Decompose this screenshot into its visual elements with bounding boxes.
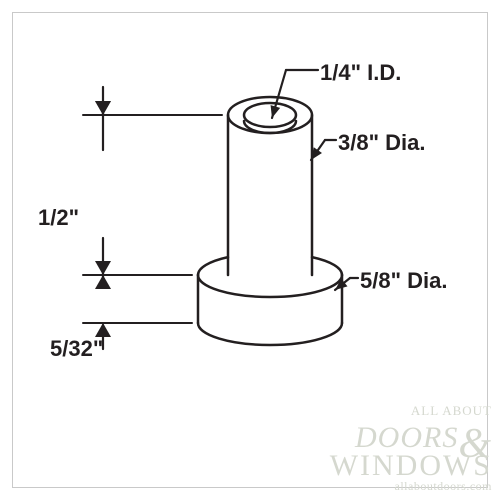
label-shaft-height: 1/2" [38, 205, 79, 231]
label-shaft-diameter: 3/8" Dia. [338, 130, 425, 156]
label-flange-diameter: 5/8" Dia. [360, 268, 447, 294]
label-flange-height: 5/32" [50, 336, 103, 362]
label-inner-diameter: 1/4" I.D. [320, 60, 401, 86]
watermark: ALL ABOUT DOORS& WINDOWS allaboutdoors.c… [330, 405, 492, 492]
watermark-line1: ALL ABOUT [330, 405, 492, 416]
watermark-line2: DOORS& [330, 416, 492, 453]
watermark-ampersand: & [458, 426, 492, 463]
watermark-url: allaboutdoors.com [330, 481, 492, 492]
